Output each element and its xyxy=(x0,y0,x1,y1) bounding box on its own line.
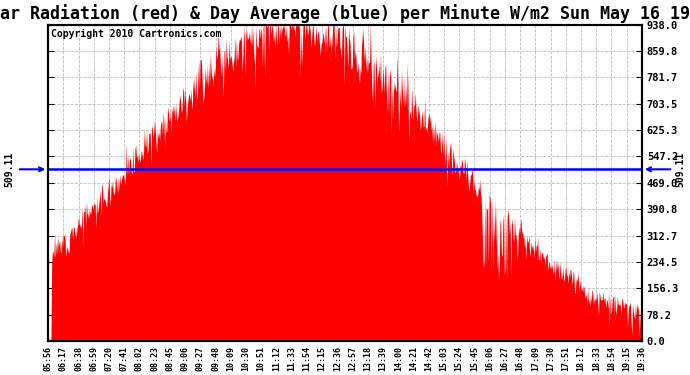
Text: 509.11: 509.11 xyxy=(4,152,43,187)
Text: Copyright 2010 Cartronics.com: Copyright 2010 Cartronics.com xyxy=(51,30,221,39)
Title: Solar Radiation (red) & Day Average (blue) per Minute W/m2 Sun May 16 19:49: Solar Radiation (red) & Day Average (blu… xyxy=(0,4,690,23)
Text: 509.11: 509.11 xyxy=(647,152,686,187)
